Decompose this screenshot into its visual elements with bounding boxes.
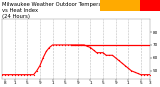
Text: Milwaukee Weather Outdoor Temperature
vs Heat Index
(24 Hours): Milwaukee Weather Outdoor Temperature vs… [2,2,113,19]
